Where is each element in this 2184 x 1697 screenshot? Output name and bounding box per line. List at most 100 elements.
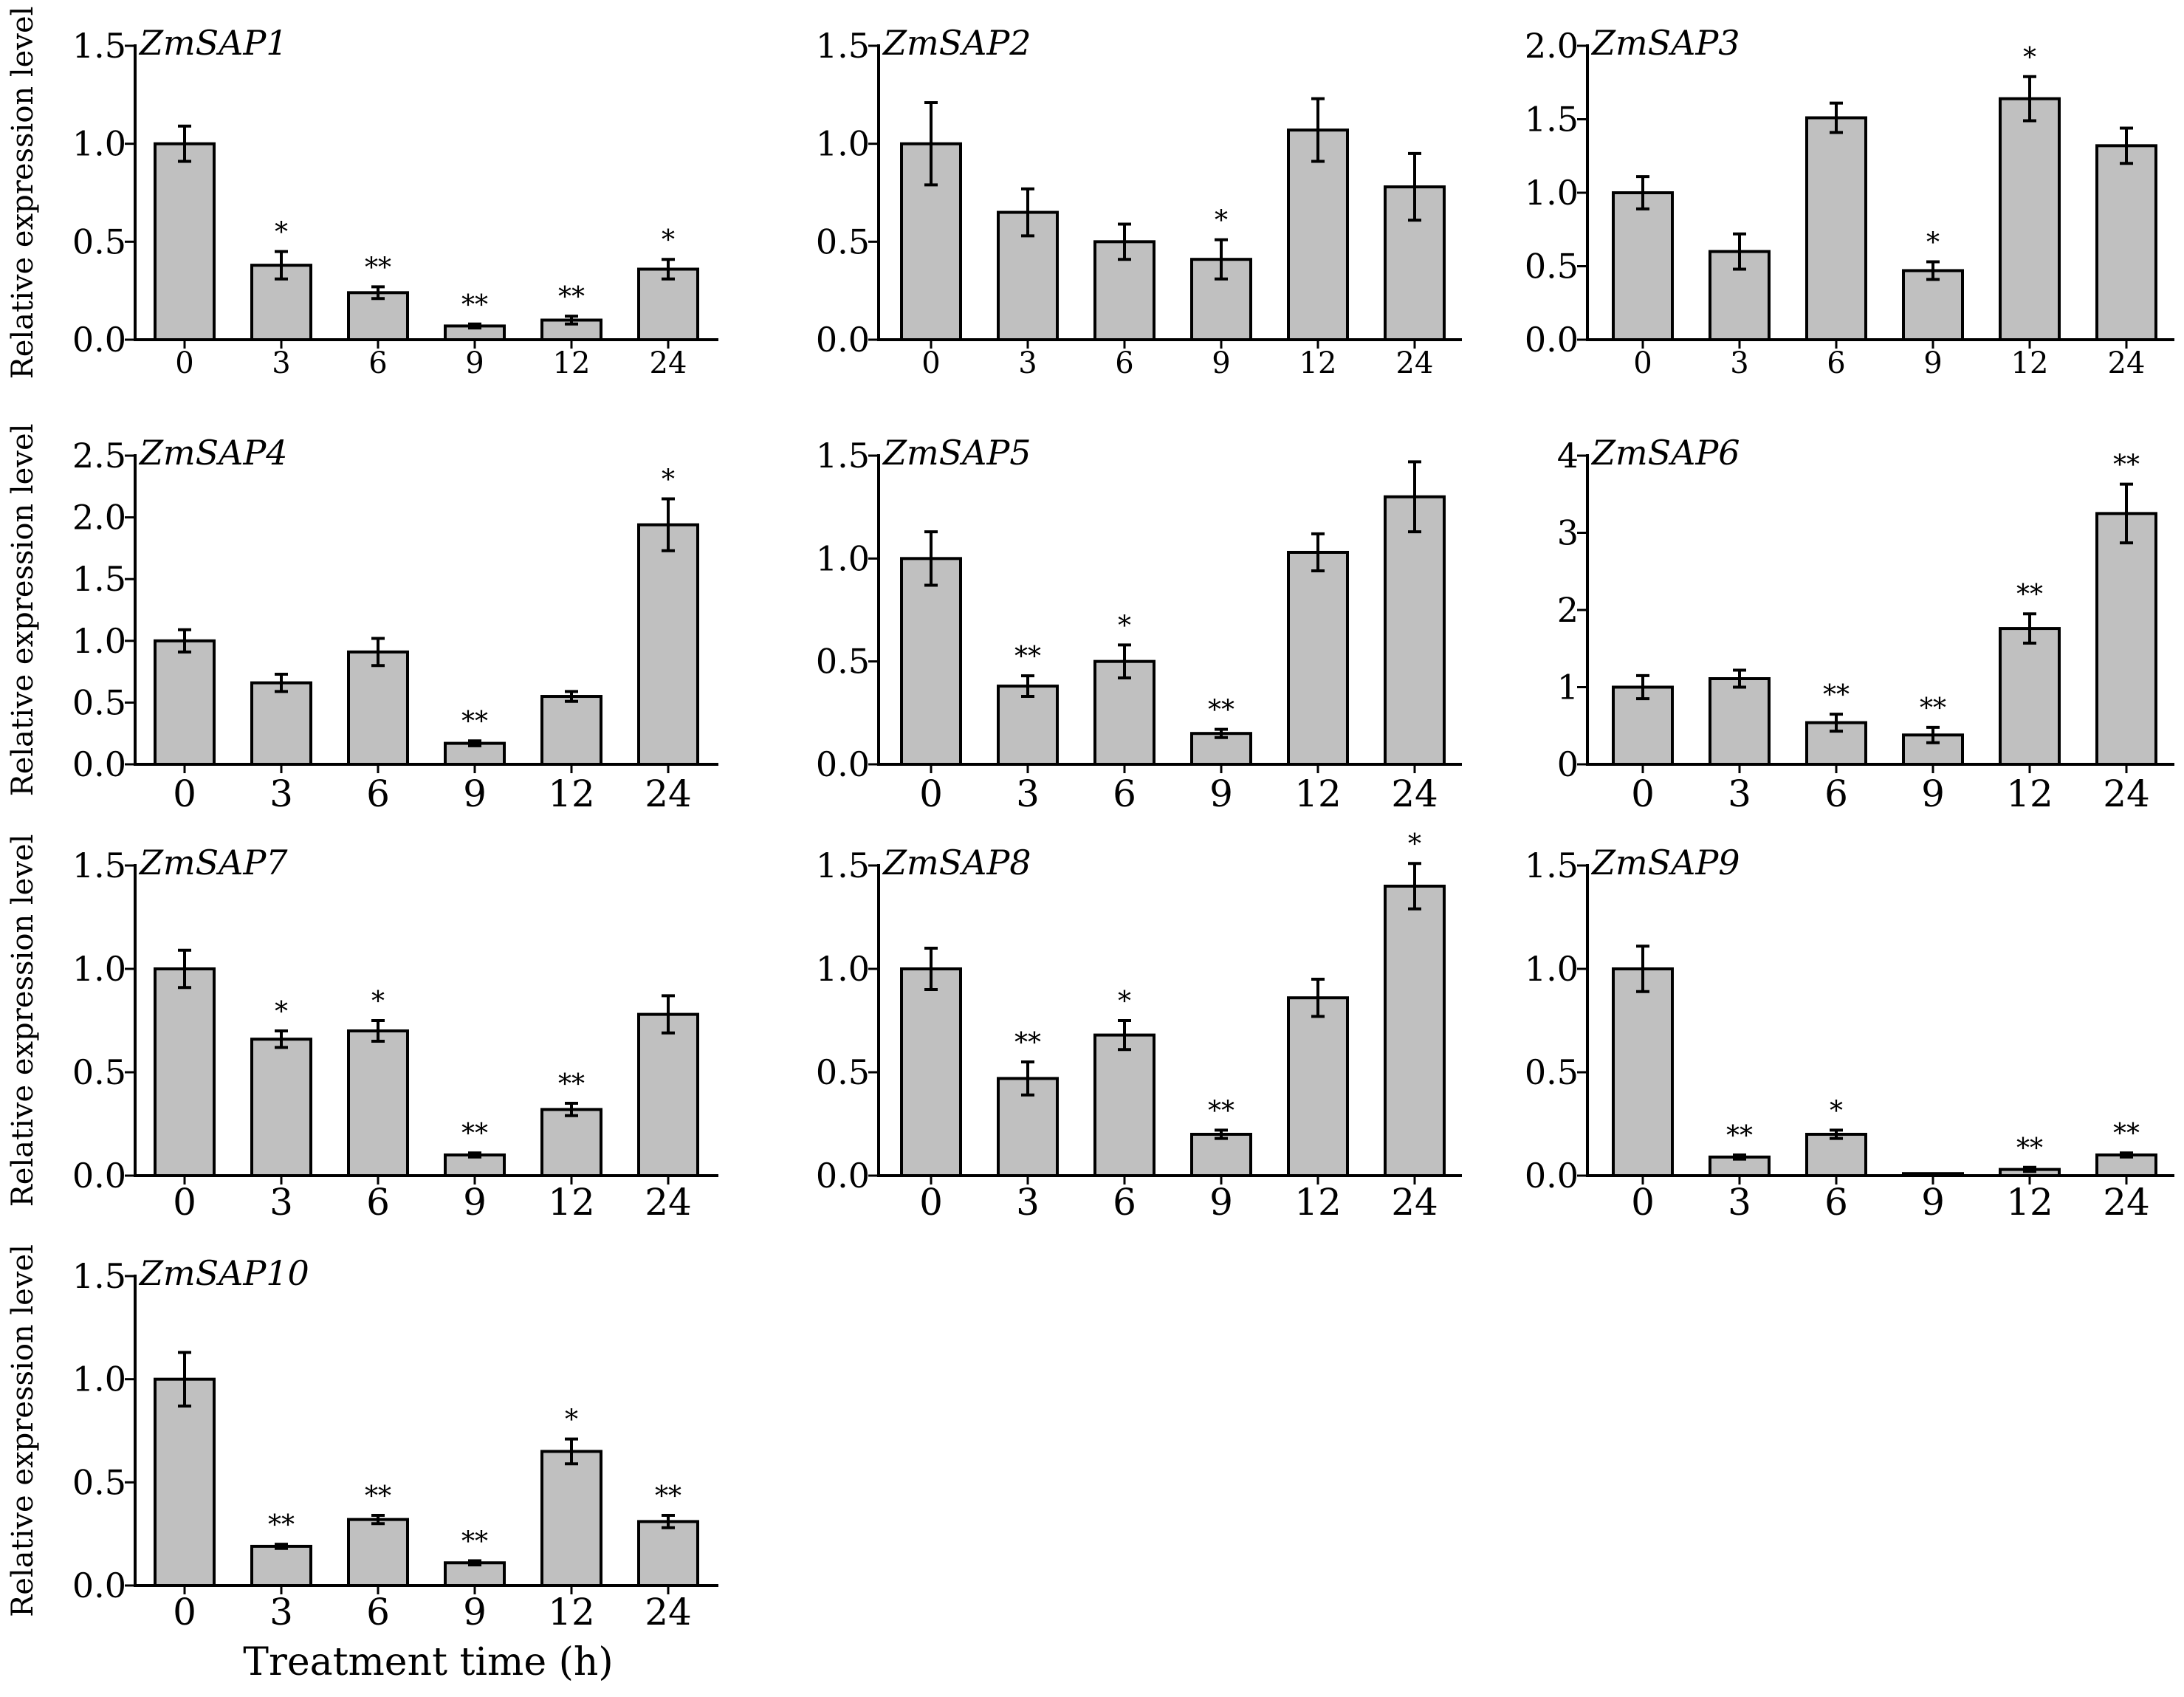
significance-label: * — [1118, 987, 1131, 1017]
significance-label: ** — [461, 1119, 488, 1149]
significance-label: * — [1215, 206, 1228, 236]
bar-0 — [900, 557, 962, 766]
x-tick-label: 0 — [173, 1591, 196, 1633]
panel-title: ZmSAP9 — [1590, 843, 1740, 882]
y-tick-label: 1.0 — [816, 538, 870, 578]
x-tick-label: 12 — [1294, 1181, 1342, 1224]
x-tick-label: 12 — [1294, 772, 1342, 815]
y-tick-label: 4 — [1557, 436, 1579, 476]
x-tick-label: 0 — [1633, 346, 1652, 380]
x-tick-label: 0 — [919, 1181, 943, 1224]
y-tick-label: 1.5 — [72, 1256, 126, 1296]
significance-label: ** — [365, 1481, 391, 1512]
panel-title: ZmSAP7 — [138, 843, 288, 882]
bar-24 — [637, 1520, 699, 1588]
x-tick-label: 9 — [463, 1181, 487, 1224]
x-tick-label: 6 — [1115, 346, 1133, 380]
x-tick-label: 24 — [1391, 772, 1438, 815]
y-tick-label: 0.5 — [1525, 1052, 1579, 1092]
bar-12 — [1999, 627, 2061, 767]
x-tick-label: 24 — [2103, 1181, 2150, 1224]
significance-label: ** — [1920, 693, 1946, 724]
bar-0 — [154, 967, 216, 1177]
x-tick-label: 12 — [548, 772, 595, 815]
y-tick-label: 1.5 — [816, 436, 870, 476]
bar-24 — [2095, 512, 2157, 766]
x-tick-label: 24 — [645, 772, 692, 815]
bar-24 — [1384, 495, 1446, 766]
x-tick-label: 0 — [921, 346, 940, 380]
bar-12 — [1999, 97, 2061, 341]
significance-label: ** — [2113, 450, 2140, 481]
x-tick-label: 6 — [366, 1591, 390, 1633]
y-tick-label: 1.0 — [816, 124, 870, 164]
panel-zmsap7: Relative expression level 0 * 3 * 6 ** 9 ** 12 24 0… — [6, 834, 718, 1224]
significance-label: ** — [558, 282, 585, 312]
y-tick-label: 0.5 — [1525, 247, 1579, 287]
panel-title: ZmSAP5 — [882, 433, 1031, 473]
panel-title: ZmSAP6 — [1590, 433, 1740, 473]
bar-0 — [154, 142, 216, 342]
x-tick-label: 6 — [366, 1181, 390, 1224]
panel-zmsap10: Relative expression level 0 ** 3 ** 6 ** 9 * 12 **… — [6, 1244, 718, 1633]
x-tick-label: 3 — [269, 772, 293, 815]
significance-label: ** — [1208, 1096, 1234, 1126]
significance-label: ** — [2016, 1134, 2043, 1164]
significance-label: * — [371, 987, 385, 1017]
y-tick-label: 0.0 — [72, 744, 126, 784]
significance-label: * — [2023, 43, 2036, 73]
significance-label: ** — [1208, 696, 1234, 726]
panel-zmsap4: Relative expression level 0 3 6 ** 9 12 * 24 0.0 0… — [6, 424, 718, 815]
y-tick-label: 0.0 — [1525, 1156, 1579, 1196]
bar-0 — [154, 1377, 216, 1587]
y-tick-label: 2 — [1557, 590, 1579, 630]
x-tick-label: 3 — [1730, 346, 1748, 380]
x-tick-label: 3 — [269, 1591, 293, 1633]
bar-6 — [347, 1518, 409, 1587]
y-axis-label: Relative expression level — [6, 1244, 40, 1617]
y-tick-label: 1.5 — [816, 26, 870, 66]
x-tick-label: 3 — [1728, 772, 1751, 815]
y-tick-label: 0.0 — [72, 1156, 126, 1196]
panel-title: ZmSAP8 — [882, 843, 1031, 882]
x-tick-label: 6 — [1113, 772, 1136, 815]
y-tick-label: 1.0 — [816, 949, 870, 989]
significance-label: ** — [461, 1526, 488, 1557]
y-axis-label: Relative expression level — [6, 834, 40, 1207]
bar-12 — [1287, 996, 1349, 1177]
x-tick-label: 24 — [2103, 772, 2150, 815]
bar-3 — [250, 1038, 312, 1177]
y-tick-label: 1.5 — [72, 26, 126, 66]
x-tick-label: 6 — [1824, 1181, 1848, 1224]
x-tick-label: 9 — [463, 772, 487, 815]
panel-title: ZmSAP1 — [138, 23, 288, 63]
y-tick-label: 1.0 — [72, 949, 126, 989]
x-tick-label: 3 — [269, 1181, 293, 1224]
x-tick-label: 12 — [553, 346, 591, 380]
x-tick-label: 3 — [1018, 346, 1037, 380]
x-tick-label: 0 — [1631, 772, 1655, 815]
bar-12 — [1287, 128, 1349, 342]
panel-title: ZmSAP3 — [1590, 23, 1740, 63]
bar-6 — [347, 1029, 409, 1177]
y-tick-label: 1.5 — [1525, 846, 1579, 885]
significance-label: * — [565, 1405, 578, 1436]
x-tick-label: 3 — [272, 346, 290, 380]
bar-12 — [1287, 550, 1349, 766]
significance-label: * — [1926, 228, 1940, 258]
x-tick-label: 6 — [1113, 1181, 1136, 1224]
bar-24 — [1384, 885, 1446, 1177]
panel-zmsap9: 0 ** 3 * 6 9 ** 12 ** 24 0.0 0.5 1.0 1.5 ZmSAP9 — [1525, 843, 2174, 1224]
x-tick-label: 9 — [1209, 1181, 1233, 1224]
y-tick-label: 1.0 — [1525, 949, 1579, 989]
panel-zmsap8: 0 ** 3 * 6 ** 9 12 * 24 0.0 0.5 1.0 1.5 ZmSAP8 — [816, 829, 1462, 1224]
panels: Relative expression level 0*3**6**9**12*2… — [6, 7, 2174, 1633]
panel-zmsap5: 0 ** 3 * 6 ** 9 12 24 0.0 0.5 1.0 1.5 ZmSAP5 — [816, 433, 1462, 815]
bar-24 — [2095, 144, 2157, 341]
bar-0 — [154, 639, 216, 766]
x-tick-label: 6 — [368, 346, 387, 380]
y-tick-label: 3 — [1557, 513, 1579, 553]
significance-label: * — [1408, 829, 1421, 860]
bar-6 — [1093, 1033, 1155, 1177]
